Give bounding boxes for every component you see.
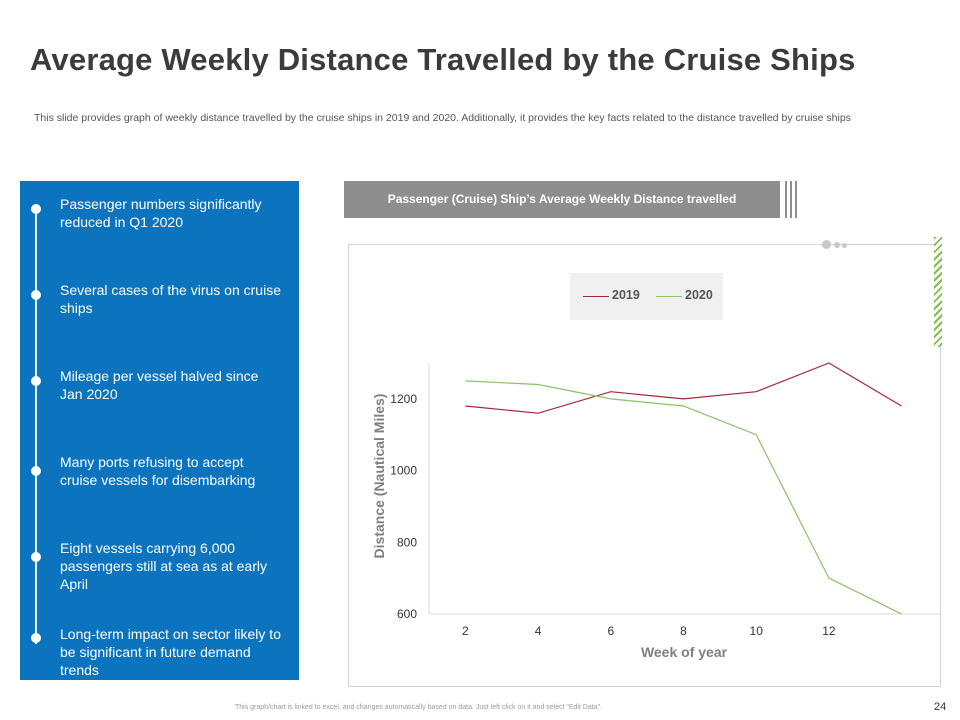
legend-line-2019 <box>583 296 609 297</box>
timeline-item-text: Several cases of the virus on cruise shi… <box>60 282 281 316</box>
legend-label-2020: 2020 <box>685 288 713 302</box>
footer-note: This graph/chart is linked to excel, and… <box>235 704 602 711</box>
header-stripe <box>790 181 792 218</box>
chart-header: Passenger (Cruise) Ship’s Average Weekly… <box>344 181 780 218</box>
legend-label-2019: 2019 <box>612 288 640 302</box>
chart-header-label: Passenger (Cruise) Ship’s Average Weekly… <box>387 192 737 206</box>
decorative-hatch <box>934 237 942 347</box>
timeline-item-text: Eight vessels carrying 6,000 passengers … <box>60 540 267 592</box>
timeline-item-text: Passenger numbers significantly reduced … <box>60 196 262 230</box>
timeline-dot-icon <box>31 466 41 476</box>
timeline-dot-icon <box>31 633 41 643</box>
legend-line-2020 <box>656 296 682 297</box>
timeline-dot-icon <box>31 552 41 562</box>
slide-title: Average Weekly Distance Travelled by the… <box>30 42 856 77</box>
timeline-dot-icon <box>31 376 41 386</box>
header-stripe <box>785 181 787 218</box>
timeline-item-text: Many ports refusing to accept cruise ves… <box>60 454 256 488</box>
timeline-line <box>35 214 37 644</box>
timeline-item-text: Mileage per vessel halved since Jan 2020 <box>60 368 259 402</box>
slide-subtitle: This slide provides graph of weekly dist… <box>34 112 851 124</box>
key-facts-panel: Passenger numbers significantly reduced … <box>20 181 299 680</box>
timeline-dot-icon <box>31 204 41 214</box>
timeline-dot-icon <box>31 290 41 300</box>
page-number: 24 <box>934 701 947 713</box>
frame-divider <box>349 244 819 245</box>
timeline-item-text: Long-term impact on sector likely to be … <box>60 626 281 678</box>
header-stripe <box>795 181 797 218</box>
chart-legend: 2019 2020 <box>570 273 723 320</box>
